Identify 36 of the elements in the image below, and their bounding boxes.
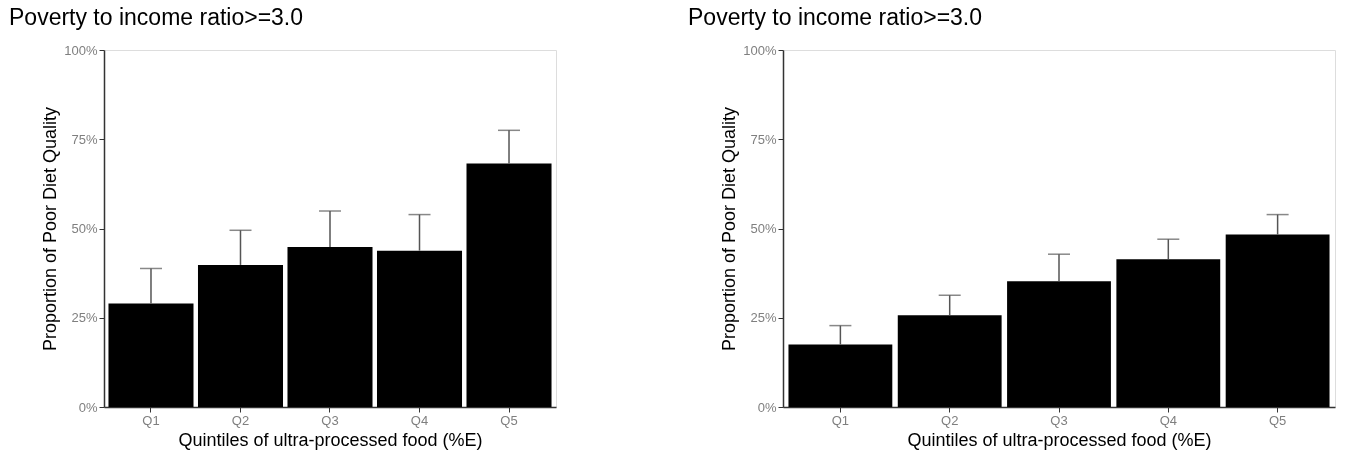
chart-title: Poverty to income ratio>=3.0	[9, 4, 304, 30]
y-tick-label: 0%	[757, 399, 777, 415]
bar	[897, 315, 1002, 407]
x-tick-label: Q3	[321, 412, 339, 428]
bar	[376, 250, 463, 407]
bar	[287, 247, 373, 407]
bar	[1225, 234, 1330, 407]
x-axis-title: Quintiles of ultra-processed food (%E)	[907, 429, 1212, 450]
y-tick-label: 100%	[64, 42, 98, 58]
y-tick-label: 25%	[750, 310, 777, 326]
y-tick-label: 25%	[71, 310, 98, 326]
x-tick-label: Q2	[941, 412, 959, 428]
bar	[1116, 259, 1221, 407]
bar	[788, 344, 893, 407]
x-tick-label: Q5	[500, 412, 518, 428]
bar	[108, 303, 194, 407]
x-tick-label: Q5	[1268, 412, 1287, 428]
y-tick-label: 75%	[71, 131, 98, 147]
x-tick-label: Q4	[410, 412, 429, 428]
chart-title: Poverty to income ratio>=3.0	[688, 4, 983, 30]
x-axis-title: Quintiles of ultra-processed food (%E)	[178, 429, 483, 450]
x-tick-label: Q1	[142, 412, 160, 428]
bar	[1007, 281, 1111, 407]
bar	[466, 163, 552, 407]
bar	[197, 264, 284, 407]
y-tick-label: 100%	[743, 42, 777, 58]
y-axis-title: Proportion of Poor Diet Quality	[40, 106, 61, 352]
x-tick-label: Q4	[1159, 412, 1177, 428]
x-tick-label: Q3	[1050, 412, 1068, 428]
x-tick-label: Q1	[831, 412, 850, 428]
y-tick-label: 75%	[750, 131, 777, 147]
y-tick-label: 0%	[78, 399, 98, 415]
x-tick-label: Q2	[231, 412, 250, 428]
y-axis-title: Proportion of Poor Diet Quality	[719, 106, 740, 352]
y-tick-label: 50%	[750, 221, 777, 236]
y-tick-label: 50%	[71, 221, 98, 236]
